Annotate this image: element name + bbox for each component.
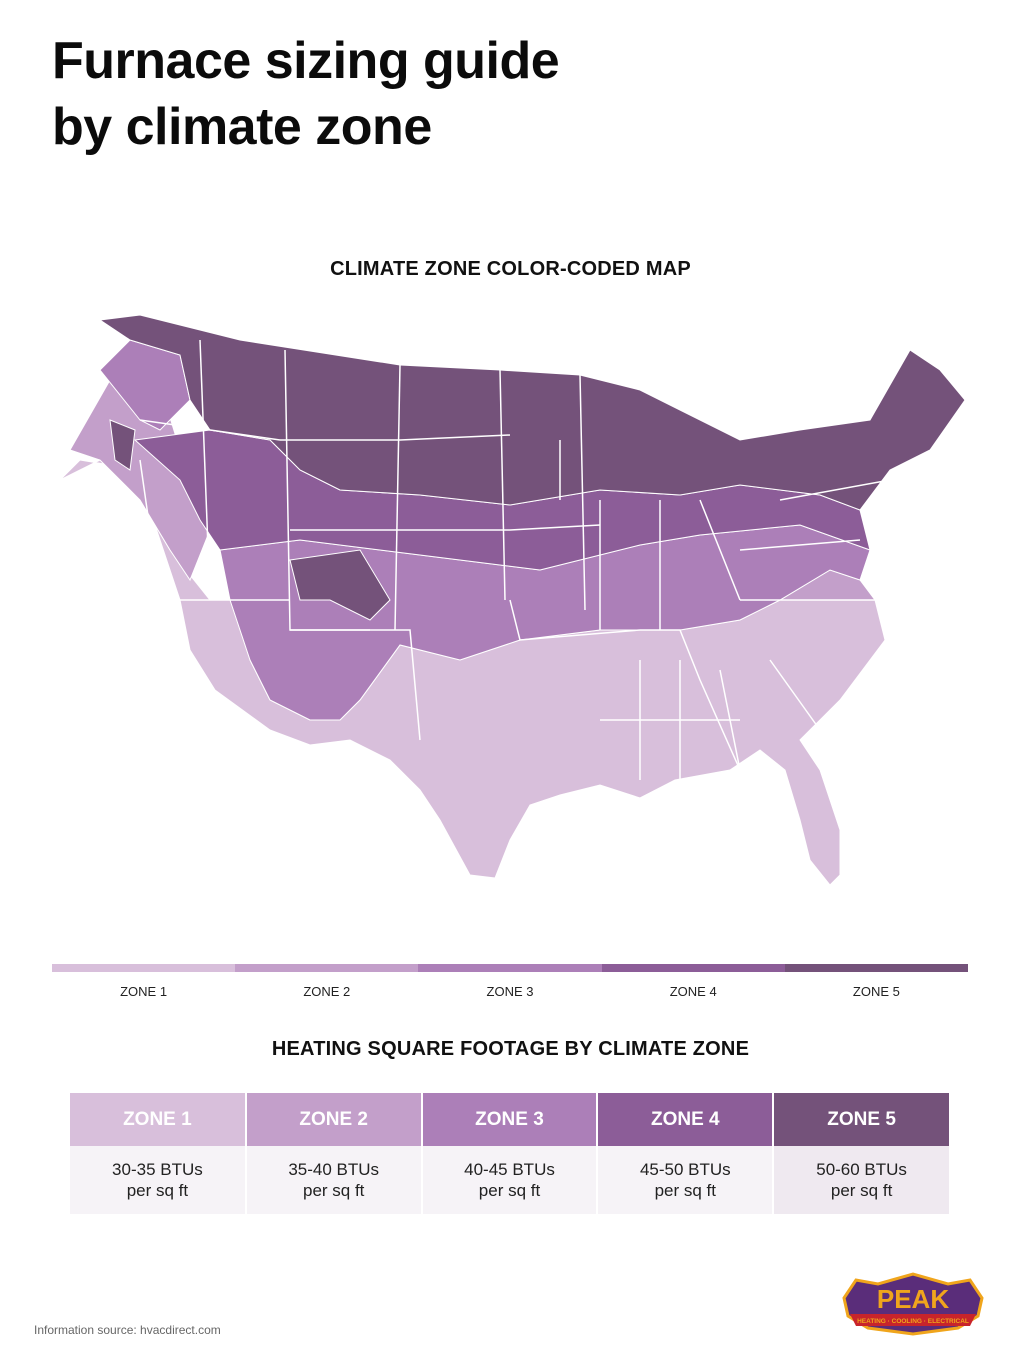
legend-label-zone3: ZONE 3 bbox=[486, 984, 534, 999]
page-title: Furnace sizing guide by climate zone bbox=[52, 28, 560, 160]
table-cell-zone3: 40-45 BTUs per sq ft bbox=[421, 1146, 599, 1214]
btu-value: 35-40 BTUs bbox=[288, 1160, 380, 1179]
btu-unit: per sq ft bbox=[654, 1181, 716, 1200]
legend-label-zone5: ZONE 5 bbox=[852, 984, 900, 999]
table-header-zone4: ZONE 4 bbox=[597, 1093, 775, 1146]
legend-item-zone1: ZONE 1 bbox=[52, 964, 236, 999]
information-source: Information source: hvacdirect.com bbox=[34, 1323, 221, 1337]
table-header-zone3: ZONE 3 bbox=[421, 1093, 599, 1146]
table-header-zone2: ZONE 2 bbox=[245, 1093, 423, 1146]
us-climate-map-svg bbox=[59, 314, 966, 886]
climate-zone-map bbox=[40, 300, 980, 900]
btu-unit: per sq ft bbox=[478, 1181, 541, 1200]
peak-logo: PEAK HEATING · COOLING · ELECTRICAL bbox=[838, 1270, 988, 1336]
logo-tagline: HEATING · COOLING · ELECTRICAL bbox=[857, 1318, 969, 1325]
map-layer bbox=[59, 314, 966, 886]
legend-label-zone1: ZONE 1 bbox=[120, 984, 168, 999]
zone-btu-table: ZONE 1 ZONE 2 ZONE 3 ZONE 4 ZONE 5 30-35… bbox=[70, 1093, 949, 1214]
legend-label-zone2: ZONE 2 bbox=[303, 984, 351, 999]
legend-swatch-zone4 bbox=[601, 964, 785, 972]
table-cell-zone1: 30-35 BTUs per sq ft bbox=[70, 1146, 247, 1214]
btu-value: 50-60 BTUs bbox=[816, 1160, 907, 1179]
legend-item-zone3: ZONE 3 bbox=[418, 964, 602, 999]
table-cell-zone2: 35-40 BTUs per sq ft bbox=[245, 1146, 423, 1214]
legend-swatch-zone2 bbox=[235, 964, 419, 972]
state-borders bbox=[139, 339, 891, 780]
btu-unit: per sq ft bbox=[830, 1181, 893, 1200]
peak-logo-svg: PEAK HEATING · COOLING · ELECTRICAL bbox=[842, 1272, 984, 1336]
legend-item-zone5: ZONE 5 bbox=[784, 964, 969, 999]
map-heading: CLIMATE ZONE COLOR-CODED MAP bbox=[330, 258, 691, 280]
logo-wordmark: PEAK bbox=[877, 1284, 949, 1314]
btu-value: 40-45 BTUs bbox=[464, 1160, 555, 1179]
legend-swatch-zone3 bbox=[418, 964, 602, 972]
table-row: 30-35 BTUs per sq ft 35-40 BTUs per sq f… bbox=[70, 1146, 949, 1214]
logo-ribbon-shape bbox=[850, 1314, 976, 1326]
table-cell-zone4: 45-50 BTUs per sq ft bbox=[597, 1146, 775, 1214]
btu-unit: per sq ft bbox=[302, 1181, 365, 1200]
legend-label-zone4: ZONE 4 bbox=[669, 984, 717, 999]
table-header-zone1: ZONE 1 bbox=[70, 1093, 247, 1146]
legend-swatch-zone1 bbox=[52, 964, 236, 972]
table-heading: HEATING SQUARE FOOTAGE BY CLIMATE ZONE bbox=[271, 1038, 750, 1060]
btu-value: 45-50 BTUs bbox=[639, 1160, 731, 1179]
legend-item-zone2: ZONE 2 bbox=[235, 964, 419, 999]
page-title-line-2: by climate zone bbox=[52, 98, 432, 156]
table-header-row: ZONE 1 ZONE 2 ZONE 3 ZONE 4 ZONE 5 bbox=[70, 1093, 949, 1146]
btu-unit: per sq ft bbox=[126, 1181, 189, 1200]
zone-legend: ZONE 1 ZONE 2 ZONE 3 ZONE 4 ZONE 5 bbox=[52, 964, 969, 999]
legend-swatch-zone5 bbox=[784, 964, 969, 972]
page-title-line-1: Furnace sizing guide bbox=[52, 32, 560, 90]
table-cell-zone5: 50-60 BTUs per sq ft bbox=[773, 1146, 949, 1214]
btu-value: 30-35 BTUs bbox=[112, 1160, 203, 1179]
legend-item-zone4: ZONE 4 bbox=[601, 964, 785, 999]
table-header-zone5: ZONE 5 bbox=[773, 1093, 949, 1146]
